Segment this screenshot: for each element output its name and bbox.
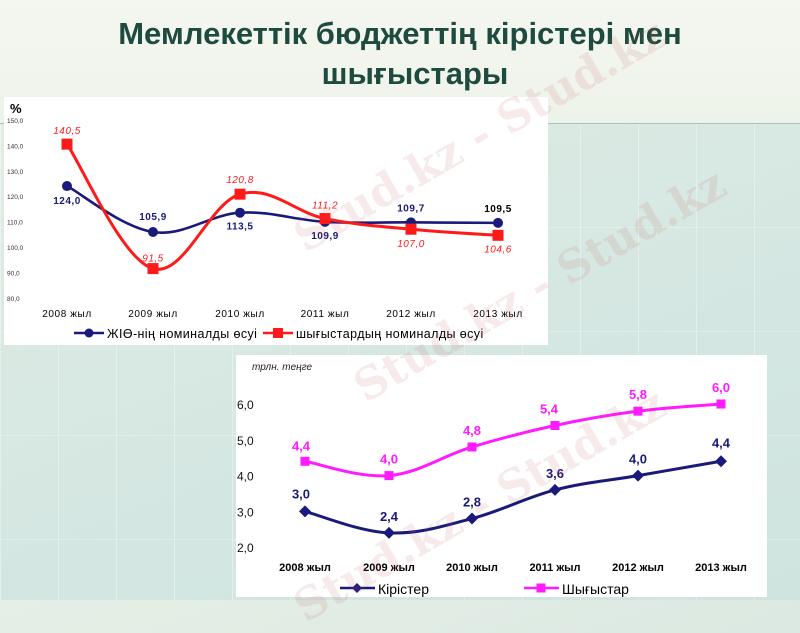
x-axis-tick: 2008 жыл — [42, 309, 92, 320]
x-axis-tick: 2013 жыл — [473, 309, 523, 320]
data-label: 109,9 — [311, 231, 339, 242]
slide-title-line2: шығыстары — [321, 56, 509, 91]
legend-circle-icon — [84, 328, 94, 338]
legend-square-icon — [536, 583, 546, 593]
chart-revenue-vs-expenses: трлн. теңге 6,0 5,0 4,0 3,0 2,0 2008 жыл 2009 ж… — [236, 355, 767, 597]
y-axis-tick: 2,0 — [237, 541, 254, 555]
data-label: 5,4 — [540, 401, 559, 416]
legend-square-icon — [273, 328, 283, 338]
slide-title-line1: Мемлекеттік бюджеттің кірістері мен — [118, 16, 682, 51]
data-point-marker — [716, 399, 726, 409]
y-axis-tick: 4,0 — [237, 470, 254, 484]
data-label: 91,5 — [142, 254, 163, 265]
y-axis-tick: 140,0 — [7, 143, 24, 150]
data-point-marker — [235, 207, 245, 218]
data-label: 109,7 — [397, 203, 425, 214]
data-label: 6,0 — [712, 380, 730, 395]
y-axis-unit-label: % — [10, 101, 22, 116]
data-point-marker — [62, 181, 72, 192]
x-axis-tick: 2011 жыл — [529, 562, 580, 574]
data-point-marker — [466, 512, 478, 525]
legend-label-gdp: ЖІӨ-нің номиналды өсуі — [107, 327, 257, 341]
y-axis-tick: 5,0 — [237, 434, 254, 448]
data-label: 111,2 — [312, 201, 338, 212]
data-label: 4,4 — [292, 438, 311, 453]
legend-label-expenses: Шығыстар — [562, 581, 629, 597]
data-label: 5,8 — [629, 387, 647, 402]
chart-gdp-vs-spending-growth: % 150,0 140,0 130,0 120,0 110,0 100,0 90,0 80,0 2… — [4, 97, 548, 345]
y-axis-tick: 3,0 — [237, 505, 254, 519]
data-point-marker — [300, 456, 310, 466]
data-point-marker — [384, 471, 394, 481]
data-point-marker — [550, 420, 560, 430]
data-label: 4,0 — [629, 452, 647, 467]
series-line — [66, 184, 499, 234]
data-point-marker — [299, 505, 311, 518]
y-axis-tick: 150,0 — [7, 118, 24, 125]
data-label: 2,4 — [380, 509, 399, 524]
data-point-marker — [234, 188, 246, 200]
x-axis-tick: 2009 жыл — [363, 562, 415, 574]
data-point-marker — [492, 229, 504, 241]
y-axis-tick: 130,0 — [7, 169, 24, 176]
data-point-marker — [147, 263, 159, 275]
data-label: 104,6 — [484, 244, 512, 255]
x-axis-tick: 2010 жыл — [446, 562, 498, 574]
y-axis-tick: 100,0 — [7, 245, 24, 252]
data-point-marker — [467, 442, 477, 452]
x-axis-tick: 2013 жыл — [695, 562, 747, 574]
data-label: 120,8 — [226, 175, 254, 186]
data-label: 107,0 — [397, 239, 425, 250]
data-label: 109,5 — [484, 204, 512, 215]
data-label: 124,0 — [53, 196, 81, 207]
data-label: 113,5 — [227, 222, 254, 233]
y-axis-tick: 110,0 — [7, 220, 23, 227]
x-axis-tick: 2010 жыл — [215, 309, 265, 320]
series-line — [65, 143, 499, 271]
x-axis-tick: 2011 жыл — [301, 309, 350, 320]
series-line — [304, 402, 722, 478]
data-label: 140,5 — [53, 126, 81, 137]
data-point-marker — [715, 455, 727, 468]
legend-label-spending: шығыстардың номиналды өсуі — [296, 327, 484, 341]
data-label: 3,0 — [292, 486, 310, 501]
y-axis-tick: 80,0 — [7, 296, 20, 303]
data-point-marker — [319, 213, 331, 225]
y-axis-tick: 120,0 — [7, 194, 24, 201]
data-point-marker — [633, 406, 643, 416]
y-axis-unit-label: трлн. теңге — [252, 362, 312, 373]
slide-title: Мемлекеттік бюджеттің кірістері мен шығы… — [100, 14, 700, 94]
x-axis-tick: 2012 жыл — [612, 562, 664, 574]
data-point-marker — [632, 469, 644, 482]
x-axis-tick: 2009 жыл — [128, 309, 178, 320]
data-point-marker — [493, 217, 503, 228]
x-axis-tick: 2012 жыл — [386, 309, 436, 320]
data-point-marker — [549, 483, 561, 496]
data-label: 4,8 — [463, 423, 481, 438]
legend-label-revenue: Кірістер — [378, 581, 429, 597]
data-label: 4,4 — [712, 435, 731, 450]
data-label: 4,0 — [380, 452, 398, 467]
y-axis-tick: 6,0 — [237, 398, 254, 412]
y-axis-tick: 90,0 — [7, 270, 20, 277]
chart-gdp-vs-spending-growth-plot: % 150,0 140,0 130,0 120,0 110,0 100,0 90,0 80,0 2… — [7, 101, 523, 341]
legend-diamond-icon — [352, 583, 362, 593]
x-axis-tick: 2008 жыл — [279, 562, 331, 574]
series-line — [304, 459, 722, 535]
data-label: 105,9 — [139, 212, 167, 223]
data-point-marker — [405, 223, 417, 235]
data-label: 2,8 — [463, 495, 481, 510]
chart-revenue-vs-expenses-plot: трлн. теңге 6,0 5,0 4,0 3,0 2,0 2008 жыл 2009 ж… — [237, 362, 747, 597]
data-point-marker — [148, 227, 158, 238]
data-label: 3,6 — [546, 466, 564, 481]
data-point-marker — [383, 526, 395, 539]
data-point-marker — [61, 138, 73, 150]
